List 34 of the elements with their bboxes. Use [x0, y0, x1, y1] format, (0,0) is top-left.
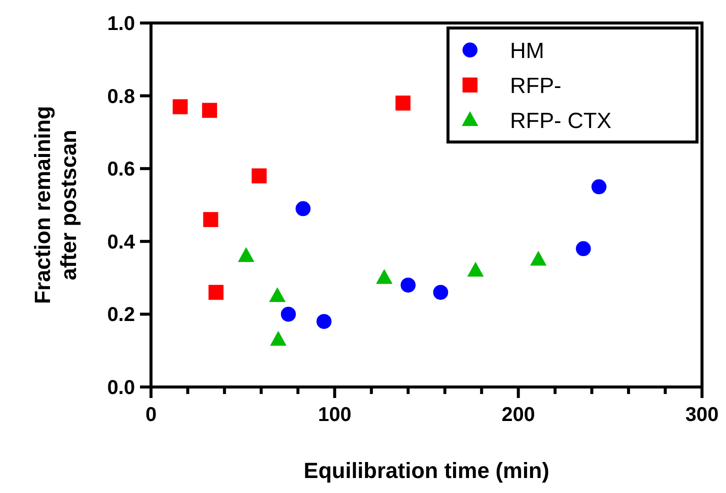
point: [433, 284, 448, 300]
y-tick-label: 0.8: [107, 86, 135, 108]
point: [270, 330, 287, 346]
point: [376, 269, 393, 284]
x-tick-label: 0: [145, 404, 157, 426]
legend-label: RFP- CTX: [510, 108, 612, 133]
y-tick-label: 1.0: [107, 13, 135, 35]
point: [269, 287, 286, 302]
point: [202, 102, 218, 118]
point: [395, 96, 410, 111]
y-tick-label: 0.4: [107, 231, 136, 254]
point: [591, 179, 606, 194]
point: [208, 284, 224, 300]
point: [252, 168, 267, 184]
x-tick-label: 300: [685, 404, 719, 426]
point: [576, 241, 591, 256]
point: [316, 314, 332, 329]
point: [400, 278, 416, 293]
legend-label: RFP-: [510, 73, 562, 98]
point: [238, 247, 254, 262]
point: [280, 306, 296, 322]
point: [530, 250, 547, 266]
point: [467, 262, 484, 277]
x-tick-label: 100: [318, 404, 352, 426]
y-tick-label: 0.0: [107, 377, 135, 399]
y-axis-title: Fraction remaining after postscan: [30, 106, 81, 304]
y-tick-label: 0.6: [107, 158, 135, 181]
point: [172, 99, 188, 114]
x-tick-label: 200: [502, 404, 536, 426]
y-tick-label: 0.2: [107, 304, 135, 326]
point: [203, 212, 218, 228]
point: [296, 201, 311, 216]
legend-label: HM: [510, 38, 544, 63]
x-axis-title: Equilibration time (min): [304, 458, 550, 483]
